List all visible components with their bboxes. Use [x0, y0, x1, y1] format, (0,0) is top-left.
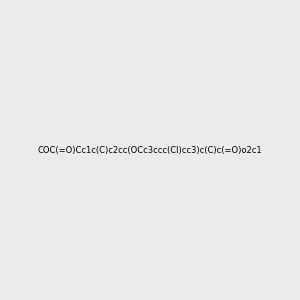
Text: COC(=O)Cc1c(C)c2cc(OCc3ccc(Cl)cc3)c(C)c(=O)o2c1: COC(=O)Cc1c(C)c2cc(OCc3ccc(Cl)cc3)c(C)c(… [38, 146, 262, 154]
